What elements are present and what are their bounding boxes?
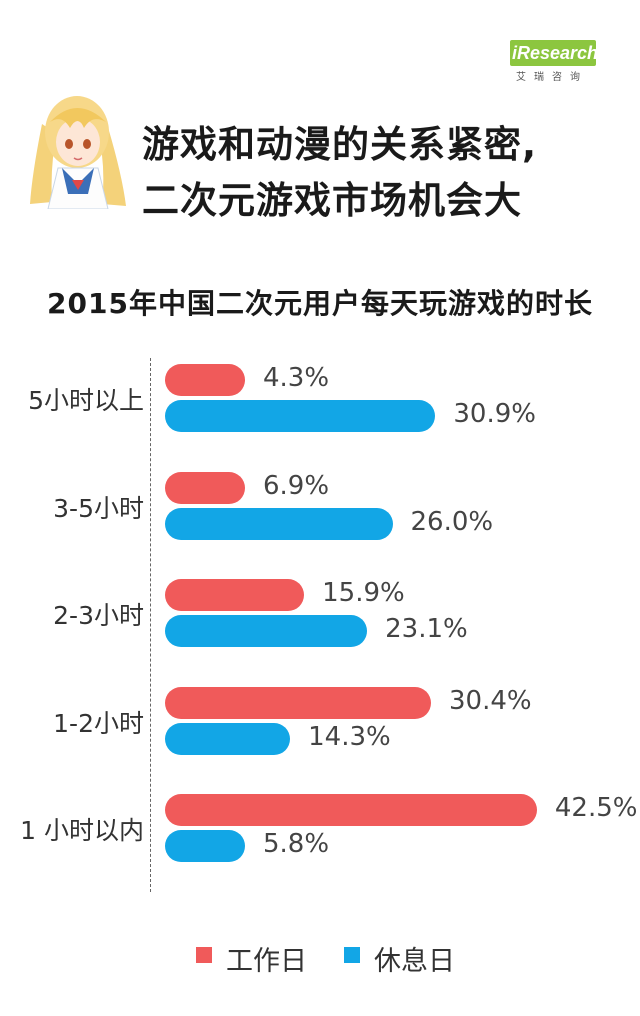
value-label-workday-1: 4.3% (263, 363, 330, 393)
value-label-workday-5: 42.5% (554, 793, 638, 823)
bar-restday-1 (165, 400, 436, 432)
value-label-workday-3: 15.9% (322, 578, 405, 608)
logo-text: iResearch (512, 43, 599, 63)
value-label-workday-4: 30.4% (449, 685, 532, 716)
bar-workday-5 (165, 794, 537, 826)
value-label-restday-1: 30.9% (453, 399, 536, 429)
bar-workday-2 (165, 471, 245, 504)
value-label-workday-2: 6.9% (263, 470, 330, 501)
value-label-restday-2: 26.0% (410, 506, 494, 537)
category-label-5: 1 小时以内 (20, 816, 144, 845)
legend-label-workday: 工作日 (226, 946, 307, 977)
bar-workday-3 (165, 579, 305, 611)
logo-subtext: 艾瑞咨询 (516, 72, 588, 83)
anime-girl-illustration (30, 96, 126, 209)
legend-swatch-workday (196, 947, 212, 963)
headline-line-1: 游戏和动漫的关系紧密, (142, 123, 538, 166)
bar-restday-4 (165, 722, 291, 755)
category-label-3: 2-3小时 (53, 601, 144, 630)
legend-swatch-restday (344, 947, 360, 963)
category-label-4: 1-2小时 (53, 708, 144, 738)
bar-restday-5 (165, 830, 245, 862)
chart-title: 2015年中国二次元用户每天玩游戏的时长 (47, 287, 593, 320)
iresearch-logo: iResearch 艾瑞咨询 (500, 34, 600, 84)
value-label-restday-3: 23.1% (385, 614, 468, 644)
logo-badge (510, 40, 596, 66)
y-axis-line (150, 358, 151, 892)
bar-restday-2 (165, 507, 393, 540)
headline-line-2: 二次元游戏市场机会大 (142, 179, 522, 222)
legend-label-restday: 休息日 (374, 946, 455, 977)
value-label-restday-4: 14.3% (308, 721, 391, 752)
bar-workday-1 (165, 364, 245, 396)
bar-restday-3 (165, 615, 368, 647)
value-label-restday-5: 5.8% (263, 829, 330, 859)
category-label-1: 5小时以上 (28, 386, 144, 415)
legend: 工作日 休息日 (0, 937, 640, 977)
category-label-2: 3-5小时 (53, 493, 144, 523)
bar-workday-4 (165, 686, 431, 719)
